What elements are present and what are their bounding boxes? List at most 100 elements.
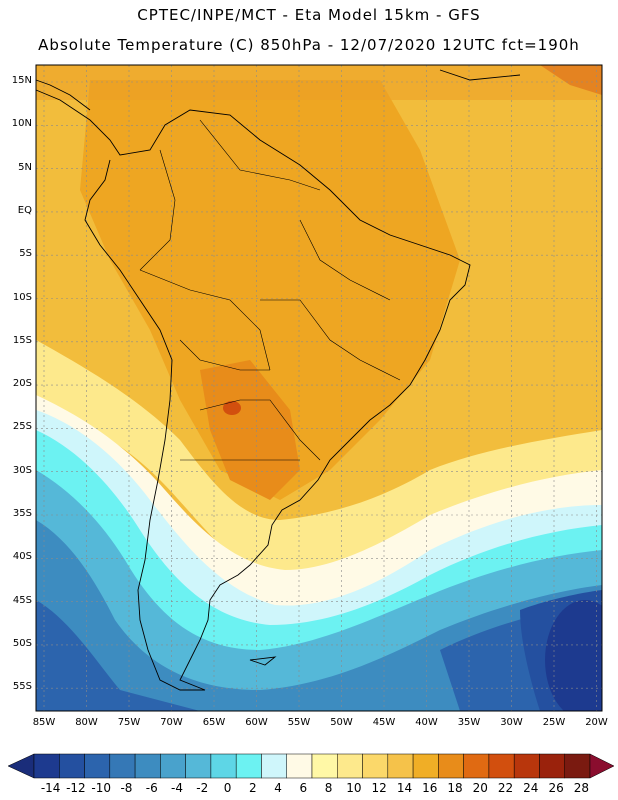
colorbar-label: 28 [573, 781, 589, 795]
lat-label: 45S [12, 594, 32, 606]
colorbar-swatch [539, 753, 565, 779]
border-bolivia [179, 339, 270, 371]
border-venezuela [199, 119, 321, 191]
colorbar-swatch [84, 753, 111, 779]
colorbar-swatch [261, 753, 287, 779]
colorbar-swatch [286, 753, 313, 779]
border-brazil-states [260, 299, 401, 381]
northern-band [36, 65, 602, 100]
lat-label: 10S [12, 291, 32, 303]
lon-label: 80W [75, 717, 98, 728]
colorbar-swatch [463, 753, 490, 779]
lon-label: 30W [500, 717, 523, 728]
colorbar-swatch [185, 753, 212, 779]
central-america-coast [35, 79, 91, 111]
colorbar [7, 753, 615, 779]
lon-label: 40W [415, 717, 438, 728]
continental-warm-zone [80, 80, 460, 500]
colorbar-label: 22 [497, 781, 514, 795]
colorbar-swatch [564, 753, 591, 779]
chaco-hot-zone [200, 360, 300, 500]
temperature-field [36, 65, 602, 711]
lat-label: 5S [19, 248, 32, 260]
lat-label: 15N [11, 75, 32, 86]
colorbar-swatch [387, 753, 414, 779]
lat-label: 55S [12, 681, 32, 693]
colorbar-label: -14 [40, 781, 61, 795]
blue-zone-pacific [36, 600, 200, 711]
lat-label: 25S [12, 421, 32, 433]
colorbar-label: -4 [171, 781, 183, 795]
coastline [35, 69, 521, 691]
colorbar-swatch [59, 753, 85, 779]
colorbar-label: 6 [299, 781, 308, 795]
colorbar-over-arrow [589, 753, 615, 779]
colorbar-under-arrow [7, 753, 35, 779]
lon-label: 75W [117, 717, 141, 728]
colorbar-swatch [33, 753, 60, 779]
lat-label: 15S [12, 334, 32, 346]
map-grid [36, 65, 602, 711]
border-colombia [139, 149, 176, 271]
chart-title-line1: CPTEC/INPE/MCT - Eta Model 15km - GFS [137, 6, 481, 24]
colorbar-swatch [160, 753, 186, 779]
colorbar-swatch [337, 753, 363, 779]
colorbar-swatch [235, 753, 262, 779]
colorbar-swatch [362, 753, 389, 779]
colorbar-label: 10 [346, 781, 362, 795]
colorbar-label: -8 [120, 781, 133, 795]
lon-label: 85W [32, 717, 56, 728]
colorbar-label: -2 [196, 781, 209, 795]
lat-label: 35S [12, 508, 32, 519]
continent-outline [35, 89, 471, 691]
lat-label: 20S [12, 378, 32, 390]
lon-label: 25W [542, 717, 566, 728]
border-paraguay [199, 399, 321, 461]
lat-label: 40S [12, 551, 32, 563]
lon-label: 35W [457, 717, 481, 728]
colorbar-label: 18 [447, 781, 463, 795]
map-frame [35, 64, 603, 712]
chart-title-line2: Absolute Temperature (C) 850hPa - 12/07/… [38, 36, 580, 54]
lat-label: 50S [12, 637, 32, 649]
colorbar-label: 2 [248, 781, 257, 795]
falkland-islands [249, 656, 277, 666]
coldest-zone [545, 600, 602, 711]
lat-label: 30S [12, 464, 32, 476]
colorbar-label: -10 [91, 781, 111, 795]
colorbar-swatch [488, 753, 515, 779]
country-borders [139, 119, 401, 461]
colorbar-swatch [109, 753, 136, 779]
lon-label: 20W [585, 717, 608, 728]
lon-label: 70W [160, 717, 183, 728]
lat-label: 5N [18, 161, 32, 173]
colorbar-swatch [513, 753, 540, 779]
border-brazil-north [299, 219, 391, 301]
lon-label: 55W [287, 717, 311, 728]
colorbar-label: 26 [548, 781, 564, 795]
colorbar-label: 20 [472, 781, 488, 795]
lon-label: 50W [330, 717, 353, 728]
lon-label: 45W [372, 717, 396, 728]
colorbar-label: 14 [396, 781, 413, 795]
yellow-band [36, 340, 602, 590]
colorbar-label: -12 [66, 781, 86, 795]
colorbar-swatch [311, 753, 338, 779]
colorbar-swatch [438, 753, 464, 779]
colorbar-label: 12 [371, 781, 387, 795]
colorbar-label: 24 [523, 781, 539, 795]
lon-label: 65W [202, 717, 226, 728]
lon-label: 60W [245, 717, 268, 728]
colorbar-label: -6 [145, 781, 158, 795]
border-peru-brazil [139, 269, 271, 371]
colorbar-label: 4 [274, 781, 282, 795]
colorbar-label: 8 [324, 781, 333, 795]
colorbar-swatch [210, 753, 237, 779]
colorbar-label: 16 [422, 781, 438, 795]
colorbar-swatch [134, 753, 161, 779]
hot-spot [223, 401, 241, 415]
colorbar-swatch [412, 753, 439, 779]
caribbean-islands [439, 69, 521, 81]
lat-label: EQ [17, 204, 32, 216]
